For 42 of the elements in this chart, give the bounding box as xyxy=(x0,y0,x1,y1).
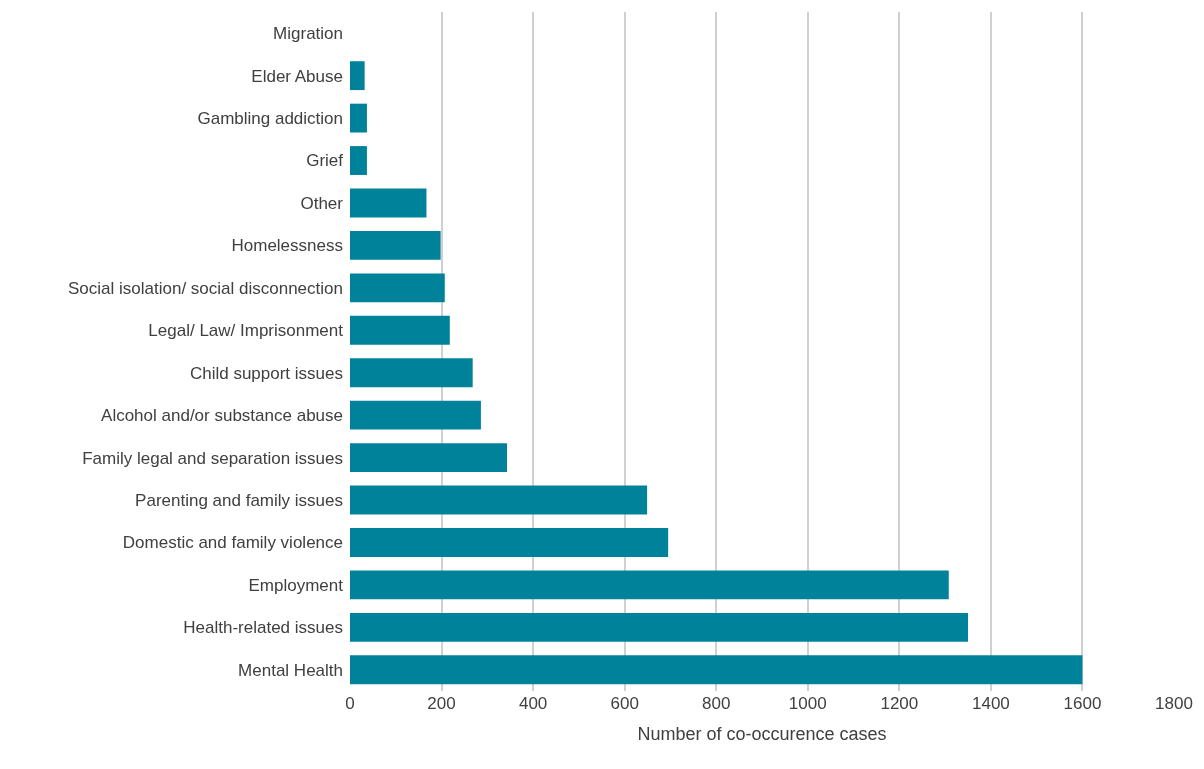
x-tick-label: 1800 xyxy=(1155,694,1193,713)
x-tick-label: 1200 xyxy=(880,694,919,713)
bar xyxy=(350,146,367,175)
bar xyxy=(350,315,450,345)
x-tick-label: 800 xyxy=(702,694,731,713)
x-tick-label: 200 xyxy=(427,694,456,713)
x-tick-label: 1400 xyxy=(971,694,1010,713)
y-tick-label: Gambling addiction xyxy=(197,109,343,129)
bar xyxy=(350,230,441,260)
x-tick-label: 1000 xyxy=(788,694,827,713)
y-tick-label: Migration xyxy=(273,24,343,44)
bar xyxy=(350,103,367,133)
bar xyxy=(350,188,427,218)
y-tick-label: Health-related issues xyxy=(183,618,343,638)
y-tick-label: Parenting and family issues xyxy=(135,490,343,510)
y-tick-label: Mental Health xyxy=(238,660,343,680)
bar xyxy=(350,400,481,430)
x-axis-title: Number of co-occurence cases xyxy=(637,724,887,745)
bar xyxy=(350,655,1083,685)
bar xyxy=(350,443,508,473)
y-tick-label: Employment xyxy=(248,575,344,595)
y-tick-label: Elder Abuse xyxy=(251,66,343,86)
y-tick-label: Grief xyxy=(306,151,344,171)
bar xyxy=(350,570,949,600)
y-tick-label: Homelessness xyxy=(231,236,343,256)
y-tick-label: Alcohol and/or substance abuse xyxy=(101,406,343,426)
y-tick-label: Other xyxy=(300,193,344,213)
x-tick-label: 0 xyxy=(345,694,355,713)
bar xyxy=(350,61,365,91)
bar xyxy=(350,612,968,642)
y-tick-label: Domestic and family violence xyxy=(122,533,343,553)
y-tick-label: Social isolation/ social disconnection xyxy=(68,278,343,298)
y-tick-label: Family legal and separation issues xyxy=(82,448,343,468)
x-tick-label: 400 xyxy=(518,694,548,713)
y-tick-label: Child support issues xyxy=(189,363,343,383)
bar xyxy=(350,485,648,515)
bar xyxy=(350,358,473,388)
bar xyxy=(350,528,669,557)
x-tick-label: 1600 xyxy=(1063,694,1102,713)
x-tick-label: 600 xyxy=(610,694,639,713)
y-tick-label: Legal/ Law/ Imprisonment xyxy=(148,321,344,341)
bar xyxy=(350,273,445,303)
